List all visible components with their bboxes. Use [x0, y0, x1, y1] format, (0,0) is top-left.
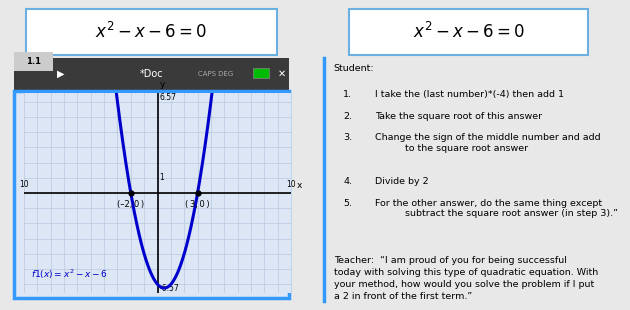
Text: ✕: ✕ [278, 69, 286, 78]
Text: Change the sign of the middle number and add
          to the square root answer: Change the sign of the middle number and… [375, 133, 600, 153]
Text: ▶: ▶ [57, 69, 64, 78]
Text: 4.: 4. [343, 177, 352, 186]
Text: *Doc: *Doc [140, 69, 163, 78]
Text: I take the (last number)*(-4) then add 1: I take the (last number)*(-4) then add 1 [375, 90, 564, 99]
Text: Student:: Student: [334, 64, 374, 73]
Text: 3.: 3. [343, 133, 352, 142]
Text: $x^2-x-6=0$: $x^2-x-6=0$ [413, 22, 525, 42]
Text: x: x [296, 181, 302, 190]
Text: 5.: 5. [343, 199, 352, 208]
Text: Divide by 2: Divide by 2 [375, 177, 428, 186]
Text: Take the square root of this answer: Take the square root of this answer [375, 112, 542, 121]
Text: 6.57: 6.57 [159, 93, 176, 102]
Text: $f1(x)=x^2-x-6$: $f1(x)=x^2-x-6$ [31, 268, 108, 281]
FancyBboxPatch shape [350, 9, 588, 55]
Text: 1.1: 1.1 [26, 57, 41, 66]
Text: 10: 10 [286, 180, 296, 189]
FancyBboxPatch shape [14, 91, 289, 298]
Text: 1: 1 [159, 173, 164, 182]
Text: For the other answer, do the same thing except
          subtract the square roo: For the other answer, do the same thing … [375, 199, 617, 219]
Text: (–2, 0 ): (–2, 0 ) [117, 200, 144, 209]
Text: 1.: 1. [343, 90, 352, 99]
FancyBboxPatch shape [26, 9, 277, 55]
Text: ( 3, 0 ): ( 3, 0 ) [185, 200, 210, 209]
Text: 2.: 2. [343, 112, 352, 121]
Text: y: y [160, 80, 165, 89]
Text: 10: 10 [19, 180, 29, 189]
FancyBboxPatch shape [253, 68, 268, 78]
FancyBboxPatch shape [14, 52, 54, 72]
Text: Teacher:  “I am proud of you for being successful
today with solving this type o: Teacher: “I am proud of you for being su… [334, 256, 598, 301]
Text: $x^2-x-6=0$: $x^2-x-6=0$ [96, 22, 207, 42]
FancyBboxPatch shape [14, 58, 289, 90]
Text: -6.57: -6.57 [159, 284, 180, 293]
Text: CAPS DEG: CAPS DEG [198, 71, 234, 77]
